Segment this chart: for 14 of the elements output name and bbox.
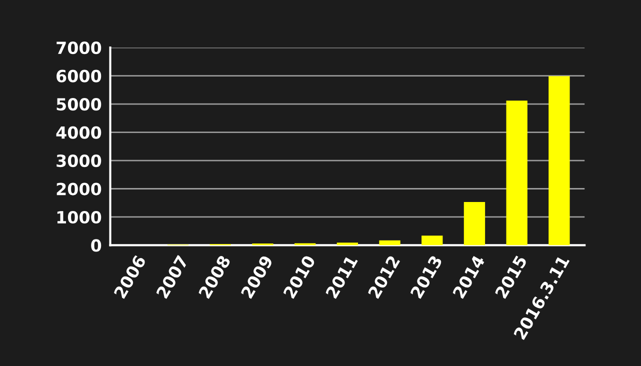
bar — [506, 100, 528, 246]
y-tick-label: 5000 — [56, 98, 102, 111]
y-tick-label: 4000 — [56, 126, 102, 139]
bar — [336, 242, 358, 246]
bar — [548, 76, 570, 246]
bar — [464, 202, 486, 246]
y-tick-label: 2000 — [56, 182, 102, 196]
y-tick-label: 7000 — [56, 42, 102, 54]
y-tick-label: 1000 — [57, 210, 102, 224]
bar — [422, 236, 443, 246]
y-tick-label: 6000 — [56, 70, 102, 82]
bar — [379, 240, 400, 246]
y-tick-label: 3000 — [56, 154, 102, 168]
y-tick-label: 0 — [91, 239, 102, 252]
